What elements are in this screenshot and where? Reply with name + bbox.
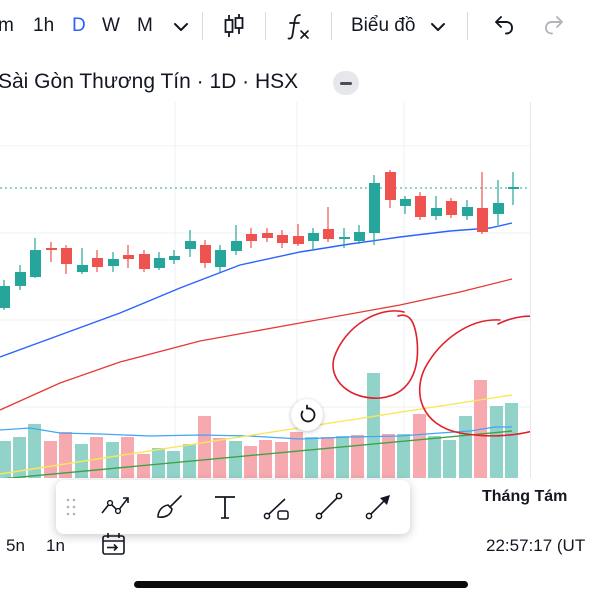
interval-minutes-button[interactable]: m — [0, 15, 14, 36]
time-axis-label: Tháng Tám — [482, 488, 568, 505]
candlesticks — [0, 170, 519, 310]
reset-icon — [300, 404, 316, 423]
drag-handle-icon[interactable] — [66, 497, 76, 517]
timezone-clock[interactable]: 22:57:17 (UT — [486, 536, 586, 555]
text-icon[interactable] — [208, 491, 242, 523]
minus-icon[interactable] — [333, 71, 359, 95]
chevron-down-icon[interactable] — [423, 10, 453, 42]
top-toolbar: m 1h D W M Biểu đồ — [0, 0, 600, 52]
curve-icon[interactable] — [260, 491, 294, 523]
grid — [0, 102, 530, 478]
volume-ma-green — [3, 430, 513, 478]
interval-1h-button[interactable]: 1h — [33, 15, 55, 36]
toolbar-divider — [331, 12, 332, 40]
freehand-annotations — [332, 310, 530, 437]
symbol-title[interactable]: Sài Gòn Thương Tín · 1D · HSX — [0, 70, 299, 93]
trend-line-icon[interactable] — [312, 491, 346, 523]
redo-icon[interactable] — [540, 10, 570, 42]
home-indicator — [134, 581, 468, 588]
range-1-day-button[interactable]: 1n — [46, 536, 65, 555]
price-scale-border — [530, 102, 531, 478]
go-to-date-icon[interactable] — [100, 530, 128, 558]
volume-bars — [0, 373, 518, 478]
volume-ma-blue — [0, 426, 512, 440]
drawing-toolbar — [56, 480, 410, 534]
toolbar-divider — [467, 12, 468, 40]
brush-icon[interactable] — [152, 491, 186, 523]
undo-icon[interactable] — [488, 10, 518, 42]
chart-type-button[interactable]: Biểu đồ — [351, 15, 416, 36]
trend-angle-icon[interactable] — [98, 491, 132, 523]
toolbar-divider — [265, 12, 266, 40]
function-fx-icon[interactable] — [283, 10, 313, 42]
interval-week-button[interactable]: W — [102, 15, 120, 36]
interval-day-button[interactable]: D — [72, 15, 86, 36]
range-5-days-button[interactable]: 5n — [6, 536, 25, 555]
chevron-down-icon[interactable] — [166, 10, 196, 42]
price-chart[interactable] — [0, 102, 530, 478]
arrow-icon[interactable] — [362, 491, 396, 523]
candlestick-icon[interactable] — [219, 10, 249, 42]
toolbar-divider — [202, 12, 203, 40]
interval-month-button[interactable]: M — [137, 15, 153, 36]
volume-ma-yellow — [0, 394, 513, 475]
moving-average-blue — [0, 222, 513, 358]
reset-button[interactable] — [291, 399, 323, 431]
moving-average-red — [0, 278, 513, 411]
legend-row: Sài Gòn Thương Tín · 1D · HSX — [0, 62, 600, 102]
